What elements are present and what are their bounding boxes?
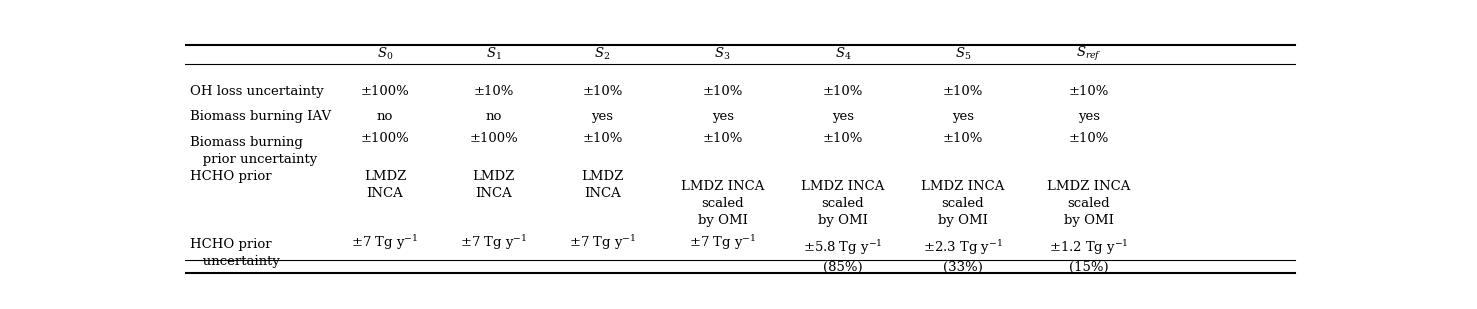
Text: ±7 Tg y$^{-1}$: ±7 Tg y$^{-1}$ [459, 233, 527, 252]
Text: $S_0$: $S_0$ [377, 46, 393, 62]
Text: Biomass burning
   prior uncertainty: Biomass burning prior uncertainty [191, 136, 318, 166]
Text: ±10%: ±10% [474, 85, 514, 98]
Text: ±10%: ±10% [582, 85, 623, 98]
Text: ±10%: ±10% [582, 132, 623, 145]
Text: ±7 Tg y$^{-1}$: ±7 Tg y$^{-1}$ [688, 233, 756, 252]
Text: $S_4$: $S_4$ [835, 46, 851, 62]
Text: OH loss uncertainty: OH loss uncertainty [191, 85, 323, 98]
Text: LMDZ INCA
scaled
by OMI: LMDZ INCA scaled by OMI [922, 180, 1004, 227]
Text: ±100%: ±100% [470, 132, 518, 145]
Text: yes: yes [1078, 110, 1100, 123]
Text: ±1.2 Tg y$^{-1}$
(15%): ±1.2 Tg y$^{-1}$ (15%) [1049, 238, 1128, 274]
Text: ±10%: ±10% [823, 132, 863, 145]
Text: HCHO prior: HCHO prior [191, 170, 272, 183]
Text: LMDZ INCA
scaled
by OMI: LMDZ INCA scaled by OMI [1047, 180, 1130, 227]
Text: LMDZ INCA
scaled
by OMI: LMDZ INCA scaled by OMI [801, 180, 885, 227]
Text: no: no [377, 110, 393, 123]
Text: ±10%: ±10% [942, 132, 984, 145]
Text: ±10%: ±10% [942, 85, 984, 98]
Text: ±10%: ±10% [703, 132, 743, 145]
Text: LMDZ
INCA: LMDZ INCA [473, 170, 515, 200]
Text: $S_5$: $S_5$ [954, 46, 972, 62]
Text: Biomass burning IAV: Biomass burning IAV [191, 110, 331, 123]
Text: yes: yes [953, 110, 973, 123]
Text: ±10%: ±10% [703, 85, 743, 98]
Text: ±100%: ±100% [360, 132, 409, 145]
Text: ±7 Tg y$^{-1}$: ±7 Tg y$^{-1}$ [352, 233, 418, 252]
Text: $S_3$: $S_3$ [715, 46, 731, 62]
Text: yes: yes [832, 110, 854, 123]
Text: ±10%: ±10% [1069, 132, 1109, 145]
Text: yes: yes [591, 110, 613, 123]
Text: ±7 Tg y$^{-1}$: ±7 Tg y$^{-1}$ [569, 233, 637, 252]
Text: no: no [486, 110, 502, 123]
Text: ±100%: ±100% [360, 85, 409, 98]
Text: LMDZ
INCA: LMDZ INCA [363, 170, 406, 200]
Text: $S_2$: $S_2$ [594, 46, 610, 62]
Text: LMDZ
INCA: LMDZ INCA [582, 170, 623, 200]
Text: $S_1$: $S_1$ [486, 46, 502, 62]
Text: ±10%: ±10% [823, 85, 863, 98]
Text: ±2.3 Tg y$^{-1}$
(33%): ±2.3 Tg y$^{-1}$ (33%) [923, 238, 1003, 274]
Text: ±5.8 Tg y$^{-1}$
(85%): ±5.8 Tg y$^{-1}$ (85%) [803, 238, 883, 274]
Text: $S_{ref}$: $S_{ref}$ [1077, 45, 1102, 63]
Text: HCHO prior
   uncertainty: HCHO prior uncertainty [191, 238, 281, 268]
Text: ±10%: ±10% [1069, 85, 1109, 98]
Text: LMDZ INCA
scaled
by OMI: LMDZ INCA scaled by OMI [681, 180, 764, 227]
Text: yes: yes [712, 110, 734, 123]
